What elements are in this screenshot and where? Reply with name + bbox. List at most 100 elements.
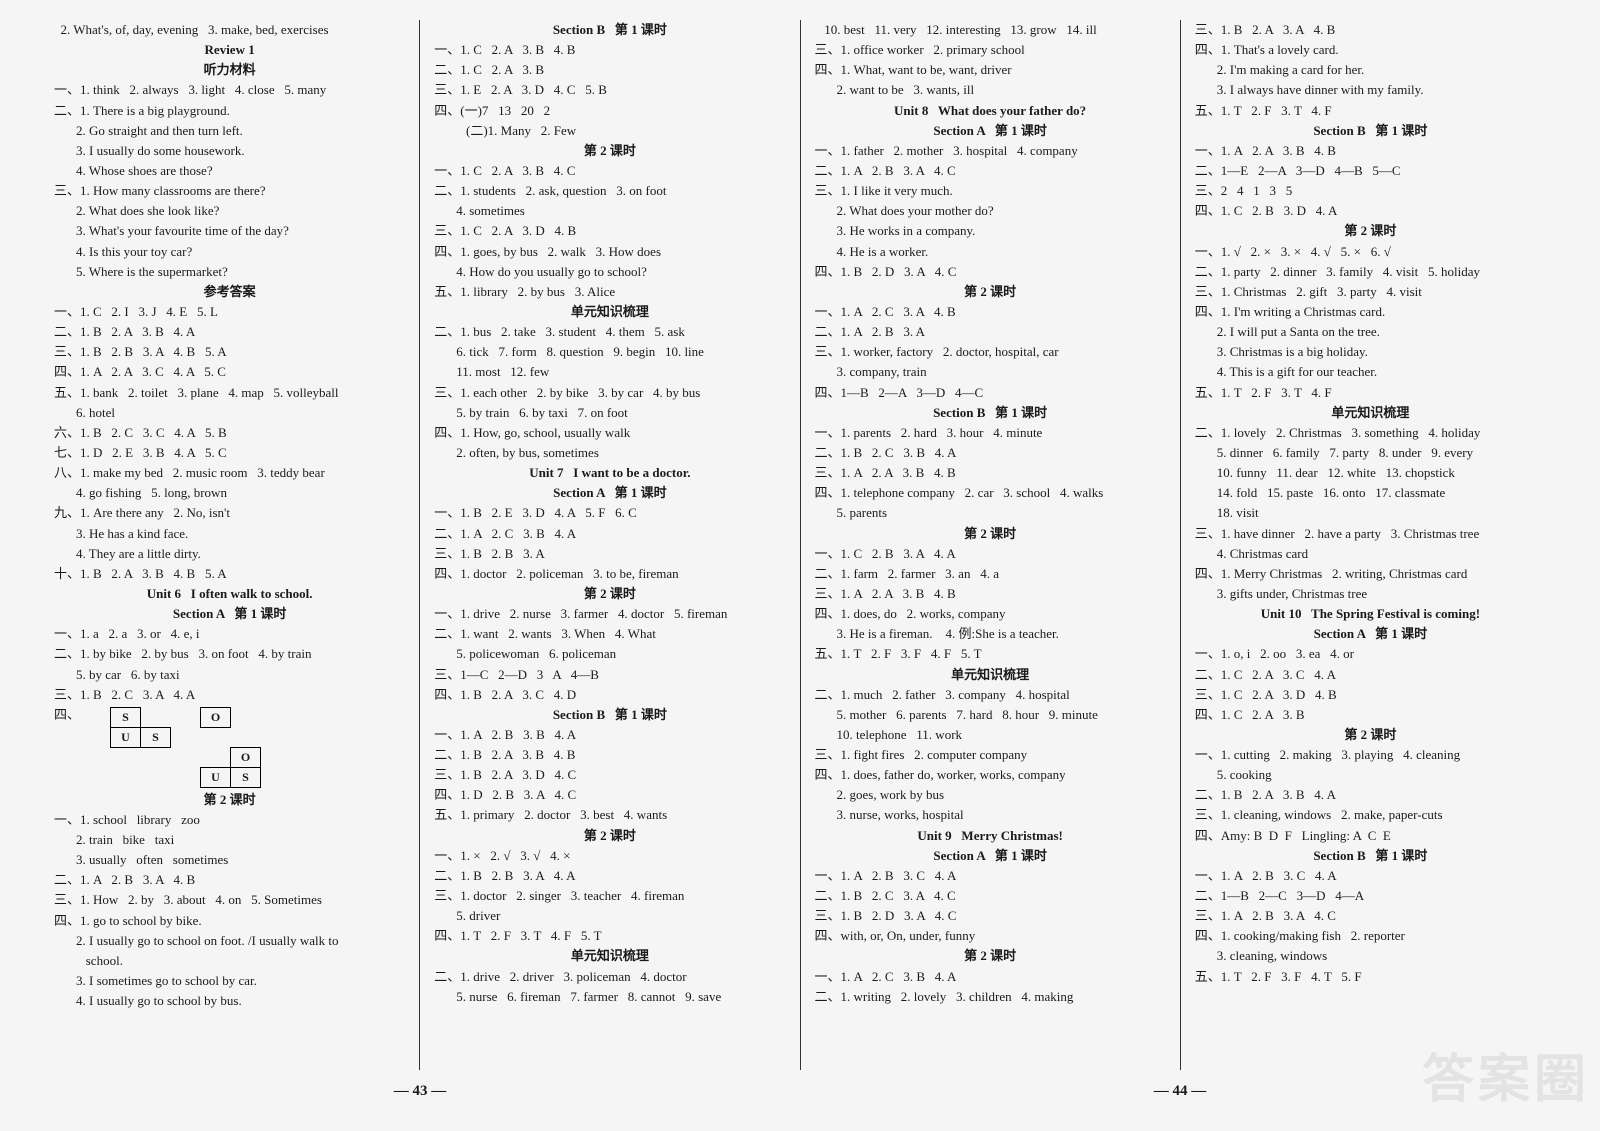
text-line: 2. goes, work by bus <box>815 785 1166 805</box>
text-line: 五、1. library 2. by bus 3. Alice <box>434 282 785 302</box>
text-line: 二、1. There is a big playground. <box>54 101 405 121</box>
text-line: 五、1. T 2. F 3. T 4. F <box>1195 383 1546 403</box>
text-line: 3. He is a fireman. 4. 例:She is a teache… <box>815 624 1166 644</box>
text-line: 5. by car 6. by taxi <box>54 665 405 685</box>
text-line: 二、1. want 2. wants 3. When 4. What <box>434 624 785 644</box>
text-line: 二、1. bus 2. take 3. student 4. them 5. a… <box>434 322 785 342</box>
text-line: 一、1. A 2. C 3. B 4. A <box>815 967 1166 987</box>
crossword-cell: S <box>141 727 171 747</box>
text-line: Section B 第 1 课时 <box>1195 121 1546 141</box>
text-line: 2. Go straight and then turn left. <box>54 121 405 141</box>
text-line: 二、1. B 2. A 3. B 4. B <box>434 745 785 765</box>
text-line: 2. often, by bus, sometimes <box>434 443 785 463</box>
text-line: 四、1. D 2. B 3. A 4. C <box>434 785 785 805</box>
crossword-cell: U <box>111 727 141 747</box>
page-footer: — 43 — — 44 — <box>0 1080 1600 1103</box>
text-line: 听力材料 <box>54 60 405 80</box>
text-line: 2. I'm making a card for her. <box>1195 60 1546 80</box>
crossword-row: 四、SOUSOUS <box>54 705 405 790</box>
text-line: 四、1. C 2. B 3. D 4. A <box>1195 201 1546 221</box>
text-line: 三、1. I like it very much. <box>815 181 1166 201</box>
text-line: 5. dinner 6. family 7. party 8. under 9.… <box>1195 443 1546 463</box>
text-line: Unit 10 The Spring Festival is coming! <box>1195 604 1546 624</box>
text-line: 一、1. C 2. A 3. B 4. C <box>434 161 785 181</box>
text-line: 四、Amy: B D F Lingling: A C E <box>1195 826 1546 846</box>
text-line: 单元知识梳理 <box>434 302 785 322</box>
text-line: 4. This is a gift for our teacher. <box>1195 362 1546 382</box>
text-line: 二、1. A 2. B 3. A <box>815 322 1166 342</box>
text-line: 一、1. C 2. I 3. J 4. E 5. L <box>54 302 405 322</box>
text-line: 一、1. A 2. C 3. A 4. B <box>815 302 1166 322</box>
text-line: 5. driver <box>434 906 785 926</box>
text-line: Section B 第 1 课时 <box>434 20 785 40</box>
text-line: (二)1. Many 2. Few <box>434 121 785 141</box>
text-line: Section A 第 1 课时 <box>54 604 405 624</box>
text-line: 四、1. How, go, school, usually walk <box>434 423 785 443</box>
text-line: 三、1. C 2. A 3. D 4. B <box>434 221 785 241</box>
text-line: 四、(一)7 13 20 2 <box>434 101 785 121</box>
text-line: 二、1. B 2. B 3. A 4. A <box>434 866 785 886</box>
text-line: 三、1. B 2. A 3. D 4. C <box>434 765 785 785</box>
text-line: 第 2 课时 <box>54 790 405 810</box>
crossword-cell <box>171 707 201 727</box>
text-line: 十、1. B 2. A 3. B 4. B 5. A <box>54 564 405 584</box>
watermark: 答案圈 <box>1422 1040 1590 1121</box>
text-line: 单元知识梳理 <box>815 665 1166 685</box>
text-line: 2. What does she look like? <box>54 201 405 221</box>
text-line: 二、1. lovely 2. Christmas 3. something 4.… <box>1195 423 1546 443</box>
text-line: Review 1 <box>54 40 405 60</box>
text-line: 二、1. B 2. C 3. A 4. C <box>815 886 1166 906</box>
text-line: 3. gifts under, Christmas tree <box>1195 584 1546 604</box>
text-line: 四、1. doctor 2. policeman 3. to be, firem… <box>434 564 785 584</box>
text-line: 四、1. B 2. D 3. A 4. C <box>815 262 1166 282</box>
text-line: Section B 第 1 课时 <box>815 403 1166 423</box>
crossword-cell: O <box>231 747 261 767</box>
column-2: Section B 第 1 课时一、1. C 2. A 3. B 4. B 二、1… <box>420 20 800 1070</box>
crossword-cell <box>141 767 171 787</box>
text-line: 五、1. T 2. F 3. F 4. F 5. T <box>815 644 1166 664</box>
text-line: 一、1. C 2. A 3. B 4. B <box>434 40 785 60</box>
crossword-cell <box>171 767 201 787</box>
text-line: 五、1. primary 2. doctor 3. best 4. wants <box>434 805 785 825</box>
text-line: 一、1. A 2. B 3. C 4. A <box>815 866 1166 886</box>
text-line: 一、1. think 2. always 3. light 4. close 5… <box>54 80 405 100</box>
crossword-cell <box>231 727 261 747</box>
text-line: 三、1. B 2. B 3. A <box>434 544 785 564</box>
text-line: 二、1. by bike 2. by bus 3. on foot 4. by … <box>54 644 405 664</box>
text-line: 四、1. does, do 2. works, company <box>815 604 1166 624</box>
text-line: 4. go fishing 5. long, brown <box>54 483 405 503</box>
text-line: 三、1. worker, factory 2. doctor, hospital… <box>815 342 1166 362</box>
text-line: Section A 第 1 课时 <box>815 846 1166 866</box>
text-line: 四、1. C 2. A 3. B <box>1195 705 1546 725</box>
text-line: 10. funny 11. dear 12. white 13. chopsti… <box>1195 463 1546 483</box>
text-line: 2. train bike taxi <box>54 830 405 850</box>
text-line: 八、1. make my bed 2. music room 3. teddy … <box>54 463 405 483</box>
text-line: 4. I usually go to school by bus. <box>54 991 405 1011</box>
crossword-label: 四、 <box>54 705 80 725</box>
text-line: 二、1. drive 2. driver 3. policeman 4. doc… <box>434 967 785 987</box>
text-line: 三、1. B 2. A 3. A 4. B <box>1195 20 1546 40</box>
text-line: 四、1. A 2. A 3. C 4. A 5. C <box>54 362 405 382</box>
text-line: 一、1. × 2. √ 3. √ 4. × <box>434 846 785 866</box>
text-line: 七、1. D 2. E 3. B 4. A 5. C <box>54 443 405 463</box>
text-line: 3. He has a kind face. <box>54 524 405 544</box>
text-line: 五、1. bank 2. toilet 3. plane 4. map 5. v… <box>54 383 405 403</box>
text-line: Section B 第 1 课时 <box>434 705 785 725</box>
text-line: 三、1. B 2. D 3. A 4. C <box>815 906 1166 926</box>
text-line: 三、1. B 2. B 3. A 4. B 5. A <box>54 342 405 362</box>
text-line: 4. He is a worker. <box>815 242 1166 262</box>
text-line: 四、1. telephone company 2. car 3. school … <box>815 483 1166 503</box>
text-line: 2. I will put a Santa on the tree. <box>1195 322 1546 342</box>
text-line: 5. Where is the supermarket? <box>54 262 405 282</box>
text-line: 六、1. B 2. C 3. C 4. A 5. B <box>54 423 405 443</box>
text-line: 三、1. How 2. by 3. about 4. on 5. Sometim… <box>54 890 405 910</box>
text-line: 3. company, train <box>815 362 1166 382</box>
text-line: Unit 7 I want to be a doctor. <box>434 463 785 483</box>
text-line: 一、1. drive 2. nurse 3. farmer 4. doctor … <box>434 604 785 624</box>
text-line: 四、1. goes, by bus 2. walk 3. How does <box>434 242 785 262</box>
text-line: 2. want to be 3. wants, ill <box>815 80 1166 100</box>
text-line: 3. Christmas is a big holiday. <box>1195 342 1546 362</box>
text-line: 三、1—C 2—D 3 A 4—B <box>434 665 785 685</box>
crossword-cell <box>201 747 231 767</box>
text-line: 四、1. That's a lovely card. <box>1195 40 1546 60</box>
